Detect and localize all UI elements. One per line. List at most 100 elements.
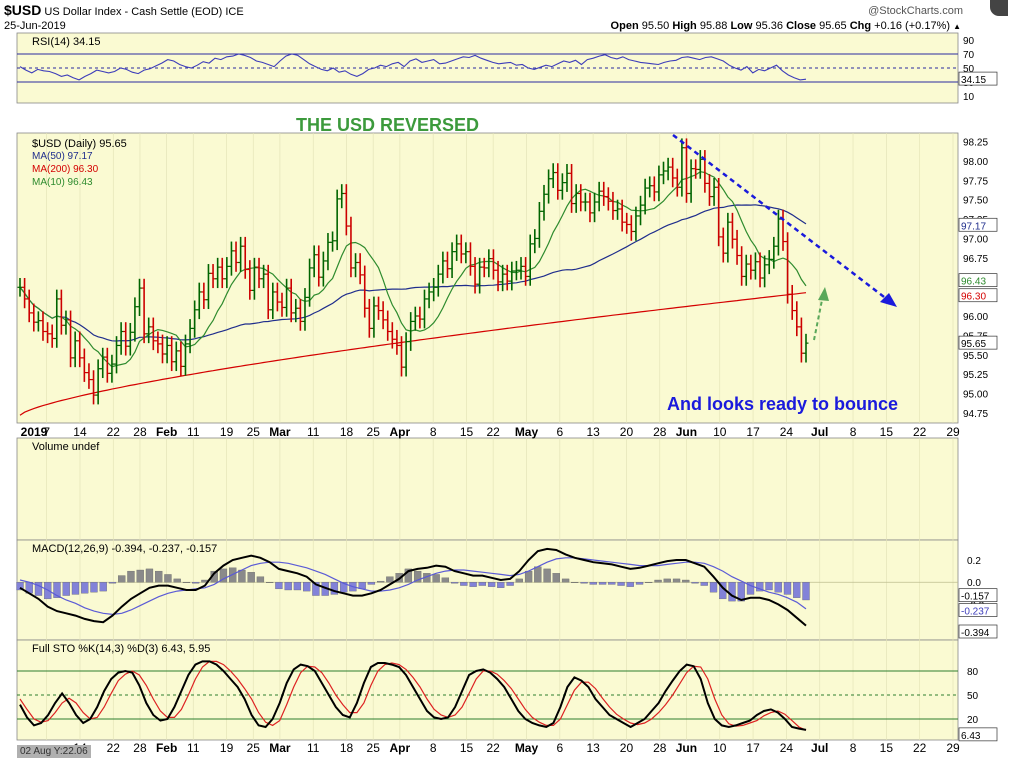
x-tick-sto-17: May (515, 741, 539, 755)
price-bar-26 (137, 278, 143, 316)
ohlc-summary: Open 95.50 High 95.88 Low 95.36 Close 95… (611, 20, 961, 32)
macd-hist-bar-63 (598, 582, 607, 585)
price-bar-55 (270, 282, 276, 320)
price-bar-169 (794, 301, 800, 337)
price-bar-54 (265, 264, 271, 320)
x-tick-price-27: 8 (850, 425, 857, 439)
settings-icon[interactable] (990, 0, 1008, 16)
price-bar-146 (688, 159, 694, 203)
price-bar-97 (463, 242, 469, 264)
x-tick-price-20: 20 (620, 425, 634, 439)
rsi-y-tick-90: 90 (963, 36, 975, 47)
macd-line (19, 547, 807, 627)
x-tick-sto-27: 8 (850, 741, 857, 755)
price-bar-89 (426, 282, 432, 309)
price-bar-0 (17, 278, 23, 297)
price-bar-61 (297, 298, 303, 331)
macd-hist-bar-61 (580, 582, 588, 584)
price-bar-153 (720, 227, 726, 263)
price-bar-171 (803, 333, 809, 363)
x-tick-price-17: May (515, 425, 539, 439)
macd-hist-bar-83 (783, 582, 792, 595)
x-tick-price-16: 22 (486, 425, 500, 439)
macd-hist-bar-10 (108, 582, 117, 584)
macd-hist-bar-31 (303, 582, 311, 592)
x-tick-sto-6: 11 (187, 741, 200, 755)
macd-hist-bar-59 (561, 578, 570, 583)
x-tick-price-7: 19 (220, 425, 234, 439)
price-bar-10 (63, 310, 69, 335)
price-bar-142 (670, 157, 676, 188)
x-tick-price-11: 18 (340, 425, 354, 439)
price-y-tick-98.25: 98.25 (963, 138, 988, 149)
macd-hist-bar-48 (460, 582, 468, 586)
macd-hist-bar-17 (173, 578, 181, 583)
price-bar-138 (651, 176, 657, 202)
price-bar-82 (394, 329, 400, 355)
x-tick-sto-16: 22 (486, 741, 500, 755)
macd-hist-bar-57 (543, 568, 551, 583)
price-bar-125 (592, 192, 598, 223)
macd-hist-bar-49 (469, 582, 477, 587)
price-bar-87 (417, 306, 423, 329)
price-bar-102 (486, 249, 492, 278)
price-value-label-1-box (958, 273, 998, 288)
x-tick-sto-21: 28 (653, 741, 667, 755)
macd-hist-bar-58 (552, 573, 560, 583)
exchange: ICE (225, 6, 244, 18)
macd-hist-bar-42 (404, 568, 413, 583)
open-label: Open (610, 20, 639, 32)
price-bar-53 (261, 264, 267, 289)
price-bar-163 (766, 250, 772, 275)
macd-hist-bar-74 (700, 582, 708, 586)
price-legend-3: MA(10) 96.43 (32, 177, 93, 188)
price-bar-162 (762, 255, 768, 288)
x-tick-price-12: 25 (367, 425, 381, 439)
price-bar-12 (72, 331, 78, 368)
macd-hist-bar-85 (802, 582, 810, 601)
price-bar-128 (605, 187, 611, 211)
macd-hist-bar-70 (663, 578, 671, 583)
price-bar-139 (656, 165, 662, 202)
price-y-tick-95.00: 95.00 (963, 390, 988, 401)
chart-date: 25-Jun-2019 (4, 20, 66, 32)
chg-label: Chg (849, 20, 872, 32)
price-bar-148 (697, 150, 703, 179)
price-bar-33 (169, 336, 175, 372)
price-bar-100 (477, 257, 483, 294)
rsi-line (19, 53, 807, 81)
downtrend-arrow (672, 134, 889, 301)
price-y-tick-94.75: 94.75 (963, 409, 988, 420)
price-bar-14 (81, 348, 87, 382)
macd-hist-bar-7 (81, 582, 89, 594)
price-value-label-0: 97.17 (961, 221, 986, 232)
macd-value-label-0-box (958, 588, 998, 603)
x-tick-price-3: 22 (107, 425, 121, 439)
macd-hist-bar-62 (589, 582, 597, 585)
price-bar-62 (302, 288, 308, 331)
macd-hist-bar-30 (293, 582, 302, 591)
x-tick-price-8: 25 (247, 425, 261, 439)
macd-hist-bar-81 (765, 582, 773, 591)
price-bar-76 (366, 298, 372, 338)
price-bar-90 (431, 278, 437, 302)
price-y-tick-96.00: 96.00 (963, 312, 988, 323)
x-tick-price-28: 15 (880, 425, 894, 439)
x-tick-sto-26: Jul (811, 741, 828, 755)
x-tick-sto-3: 22 (107, 741, 121, 755)
price-bar-99 (472, 257, 478, 294)
instrument-name: US Dollar Index - Cash Settle (EOD) (44, 6, 223, 18)
macd-hist-bar-16 (164, 574, 172, 583)
price-bar-96 (458, 234, 464, 264)
price-bar-68 (330, 231, 336, 252)
x-tick-price-4: 28 (133, 425, 147, 439)
price-bar-140 (661, 161, 667, 185)
macd-hist-bar-66 (626, 582, 634, 587)
macd-hist-bar-77 (728, 582, 736, 602)
price-bar-30 (155, 331, 161, 354)
macd-hist-bar-80 (756, 582, 764, 592)
macd-hist-bar-28 (275, 582, 283, 590)
sto-value-label: 6.43 (961, 731, 981, 742)
x-tick-sto-14: 8 (430, 741, 437, 755)
price-bar-141 (665, 157, 671, 181)
